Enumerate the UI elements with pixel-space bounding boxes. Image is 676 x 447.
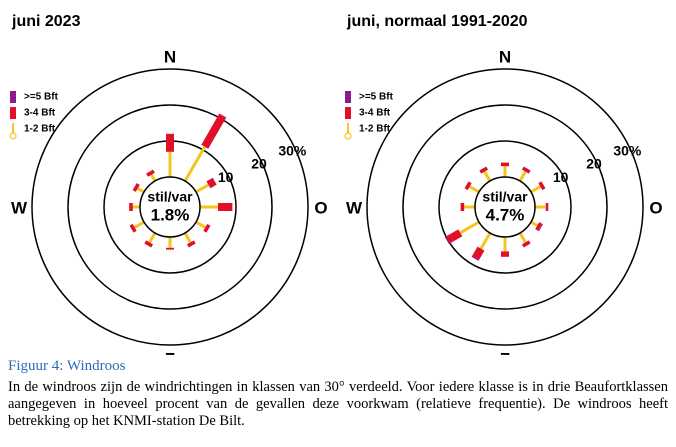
caption-title: Figuur 4: Windroos [8, 358, 126, 374]
bar-segment [530, 185, 542, 194]
bar-segment [132, 183, 140, 192]
legend-label: 3-4 Bft [24, 108, 56, 119]
legend-label: 3-4 Bft [359, 108, 391, 119]
bar-segment [521, 166, 531, 174]
caption: Figuur 4: Windroos In de windroos zijn d… [8, 358, 668, 430]
chart-title: juni, normaal 1991-2020 [346, 13, 528, 30]
calm-label: stil/var [147, 189, 193, 205]
legend-label: 1-2 Bft [359, 124, 391, 135]
ring [438, 140, 572, 274]
direction-label: N [499, 47, 511, 66]
r-tick-label: 20 [251, 156, 267, 172]
bar-segment [186, 240, 196, 248]
legend-swatch [345, 91, 351, 103]
bar-segment [137, 187, 145, 194]
bar-segment [483, 170, 492, 182]
bar-segment [129, 223, 137, 233]
calm-value: 1.8% [151, 205, 190, 224]
legend-swatch [344, 132, 352, 140]
ring [366, 68, 644, 346]
bar-segment [518, 170, 527, 182]
bar-segment [206, 177, 217, 189]
bar-segment [148, 232, 157, 244]
r-tick-label: 30% [613, 142, 642, 158]
legend-label: >=5 Bft [24, 92, 59, 103]
bar-segment [195, 183, 210, 194]
bar-segment [203, 223, 211, 233]
bar-segment [464, 181, 472, 191]
legend-swatch [10, 91, 16, 103]
bar-segment [472, 246, 485, 260]
ring [67, 104, 273, 310]
bar-segment [518, 232, 527, 244]
bar-segment [133, 220, 145, 229]
direction-label: Z [500, 349, 510, 355]
bar-segment [538, 181, 546, 191]
ring [402, 104, 608, 310]
direction-label: W [11, 198, 28, 217]
ring [31, 68, 309, 346]
bar-segment [183, 232, 192, 244]
bar-segment [444, 236, 450, 245]
bar-segment [144, 240, 154, 248]
bar-segment [150, 174, 157, 182]
bar-segment [479, 232, 492, 250]
legend-swatch [9, 132, 17, 140]
bar-segment [530, 220, 538, 227]
legend-swatch [345, 107, 351, 119]
bar-segment [201, 113, 227, 149]
legend-swatch [10, 107, 16, 119]
bar-segment [471, 255, 480, 261]
direction-label: O [649, 198, 662, 217]
r-tick-label: 10 [553, 169, 569, 185]
direction-label: Z [165, 349, 175, 355]
r-tick-label: 10 [218, 169, 234, 185]
calm-label: stil/var [482, 189, 528, 205]
r-tick-label: 30% [278, 142, 307, 158]
caption-text: In de windroos zijn de windrichtingen in… [8, 379, 668, 429]
direction-label: N [164, 47, 176, 66]
legend-label: >=5 Bft [359, 92, 394, 103]
chart: juni 2023 >=5 Bft 3-4 Bft 1-2 Bft 10 20 30% N O Z… [9, 13, 663, 355]
calm-circle [474, 176, 536, 238]
bar-segment [183, 145, 207, 182]
bar-segment [535, 222, 543, 231]
bar-segment [146, 169, 155, 177]
calm-circle [139, 176, 201, 238]
bar-segment [445, 229, 463, 244]
r-tick-label: 20 [586, 156, 602, 172]
direction-label: W [346, 198, 363, 217]
bar-segment [521, 240, 531, 248]
calm-value: 4.7% [486, 205, 525, 224]
bar-segment [195, 220, 207, 229]
bar-segment [459, 220, 480, 235]
chart-title: juni 2023 [11, 13, 81, 30]
bar-segment [479, 166, 489, 174]
bar-segment [468, 185, 480, 194]
legend-label: 1-2 Bft [24, 124, 56, 135]
direction-label: O [314, 198, 327, 217]
